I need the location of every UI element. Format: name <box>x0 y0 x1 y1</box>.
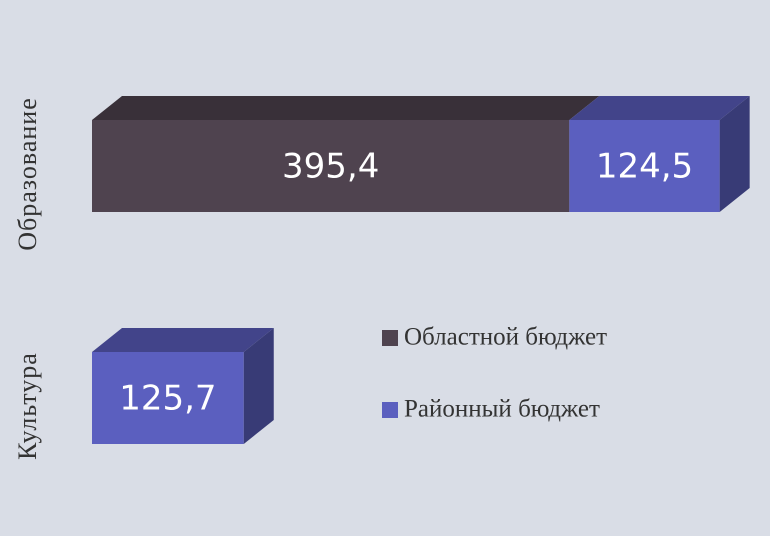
category-label: Культура <box>13 352 42 460</box>
bar-side <box>243 328 274 444</box>
legend-swatch <box>382 402 398 418</box>
bar <box>92 120 570 212</box>
bar <box>569 120 720 212</box>
bar-top <box>92 328 274 352</box>
bar <box>92 352 244 444</box>
value-label: 395,4 <box>282 147 379 187</box>
value-label: 125,7 <box>119 379 216 419</box>
value-label: 124,5 <box>596 147 693 187</box>
category-label: Образование <box>13 97 42 251</box>
bar-side <box>719 96 750 212</box>
legend-label: Областной бюджет <box>404 324 607 351</box>
bar-top <box>569 96 750 120</box>
legend-swatch <box>382 330 398 346</box>
bar-top <box>92 96 600 120</box>
legend-label: Районный бюджет <box>404 396 600 423</box>
